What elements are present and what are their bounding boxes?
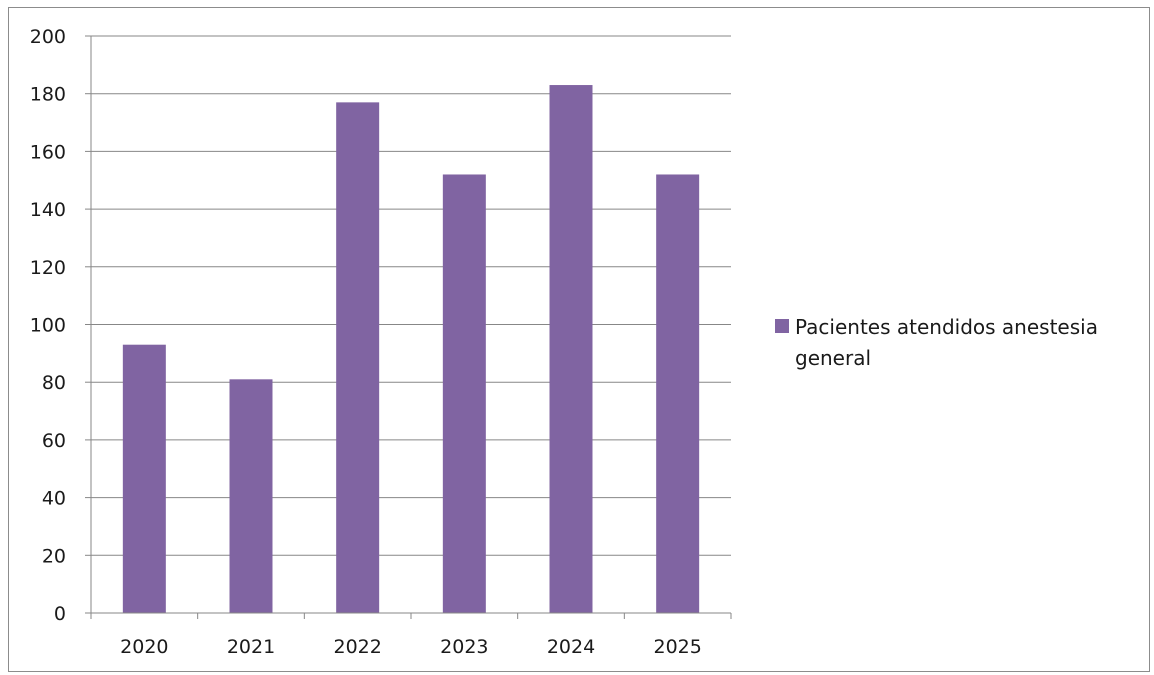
y-tick-labels: 0 20 40 60 80 100 120 140 160 180 200 [30, 26, 66, 625]
y-tick-label: 60 [42, 430, 66, 452]
x-tick-label: 2024 [547, 636, 595, 658]
bar [549, 85, 593, 614]
y-tick-label: 180 [30, 84, 66, 106]
bars [122, 85, 700, 614]
y-tick-label: 100 [30, 315, 66, 337]
y-tick-label: 80 [42, 372, 66, 394]
y-tick-label: 140 [30, 199, 66, 221]
legend: Pacientes atendidos anestesia general [775, 315, 1098, 370]
bar [336, 102, 380, 613]
legend-swatch [775, 319, 789, 333]
gridlines [85, 35, 732, 619]
bar [229, 379, 273, 613]
x-tick-label: 2022 [333, 636, 381, 658]
y-tick-label: 40 [42, 488, 66, 510]
x-tick-label: 2025 [653, 636, 701, 658]
x-tick-label: 2021 [227, 636, 275, 658]
x-tick-label: 2023 [440, 636, 488, 658]
y-tick-label: 0 [54, 603, 66, 625]
bar [656, 174, 700, 614]
x-tick-label: 2020 [120, 636, 168, 658]
axes [90, 36, 731, 614]
y-tick-label: 160 [30, 141, 66, 163]
legend-label-line-2: general [795, 346, 871, 370]
legend-label-line-1: Pacientes atendidos anestesia [795, 315, 1098, 339]
bar [122, 344, 166, 613]
bar [442, 174, 486, 614]
y-tick-label: 120 [30, 257, 66, 279]
y-tick-label: 20 [42, 545, 66, 567]
x-tick-labels: 2020 2021 2022 2023 2024 2025 [120, 636, 702, 658]
y-tick-label: 200 [30, 26, 66, 48]
